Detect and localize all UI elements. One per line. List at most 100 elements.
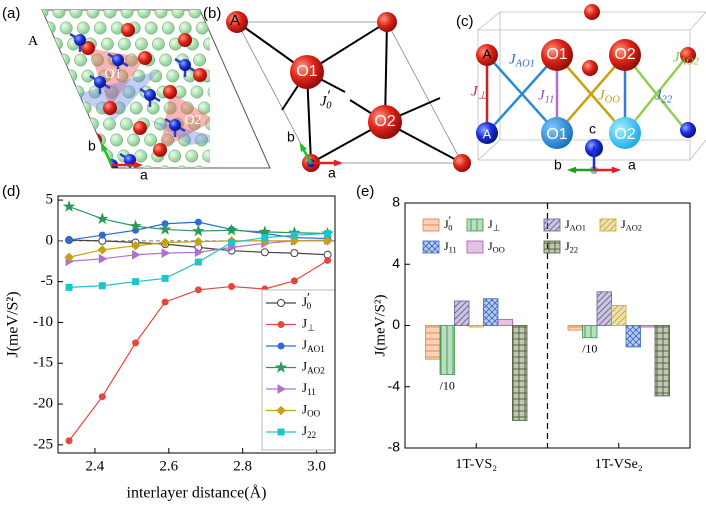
x-tick-label: 1T-VS₂ bbox=[455, 457, 497, 472]
atom-blue bbox=[680, 122, 696, 138]
atom-red bbox=[541, 39, 573, 71]
y-tick-label: -25 bbox=[33, 436, 53, 452]
atom-green bbox=[120, 10, 134, 19]
atom-blue bbox=[124, 154, 136, 166]
atom-green bbox=[288, 150, 300, 162]
y-tick-label: 8 bbox=[392, 194, 400, 210]
atom-green bbox=[247, 22, 259, 34]
atom-green bbox=[229, 134, 241, 146]
atom-green bbox=[220, 150, 232, 162]
x-tick-label: 3.0 bbox=[307, 458, 326, 474]
cell-edge bbox=[477, 139, 501, 161]
atom-blue bbox=[144, 89, 156, 101]
arrow-head bbox=[299, 142, 307, 152]
panel-label: (e) bbox=[356, 183, 374, 200]
atom-green bbox=[178, 21, 192, 35]
atom-green bbox=[151, 37, 165, 51]
legend-label: J⊥ bbox=[488, 217, 500, 233]
x-tick-label: 1T-VSe₂ bbox=[595, 457, 643, 472]
atom-green bbox=[237, 38, 249, 50]
atom-red bbox=[609, 39, 641, 71]
atom-green bbox=[59, 21, 73, 35]
atom-green bbox=[180, 101, 194, 115]
atom-green bbox=[210, 54, 222, 66]
marker bbox=[258, 225, 272, 238]
marker bbox=[260, 248, 269, 257]
atom-green bbox=[148, 0, 160, 2]
arrow-head bbox=[567, 166, 577, 174]
axis-label: c bbox=[589, 121, 596, 137]
atom-green bbox=[61, 101, 75, 115]
atom-green bbox=[42, 10, 49, 19]
marker bbox=[277, 428, 285, 436]
atom-green bbox=[57, 53, 71, 67]
atom-green bbox=[199, 0, 211, 2]
legend-label: JAO2 bbox=[621, 217, 642, 233]
coupling-label: J11 bbox=[538, 87, 554, 105]
atom-green bbox=[73, 165, 87, 168]
marker bbox=[290, 277, 298, 285]
bar bbox=[454, 300, 470, 326]
atom-green bbox=[80, 0, 92, 2]
bond bbox=[49, 72, 61, 82]
atom-green bbox=[227, 54, 239, 66]
panel-label: (d) bbox=[2, 183, 20, 200]
marker bbox=[130, 241, 141, 251]
coupling-label: J⊥ bbox=[471, 83, 487, 101]
legend-swatch bbox=[466, 240, 484, 254]
site-label: A bbox=[483, 46, 492, 61]
atom-green bbox=[261, 54, 273, 66]
atom-green bbox=[97, 0, 109, 2]
atom-green bbox=[276, 86, 288, 98]
marker bbox=[290, 249, 299, 258]
atom-green bbox=[300, 102, 312, 114]
marker bbox=[277, 321, 285, 328]
site-label: O2 bbox=[614, 46, 635, 63]
atom-green bbox=[125, 53, 139, 67]
atom-green bbox=[91, 53, 105, 67]
atom-green bbox=[212, 134, 224, 146]
site-label: O1 bbox=[546, 126, 567, 143]
atom-green bbox=[213, 22, 225, 34]
marker bbox=[192, 224, 205, 237]
annotation: /10 bbox=[440, 378, 455, 392]
atom-green bbox=[171, 10, 185, 19]
marker bbox=[228, 239, 236, 247]
atom-red bbox=[133, 121, 147, 135]
atom-green bbox=[129, 101, 143, 115]
atom-green bbox=[233, 0, 245, 2]
atom-green bbox=[103, 10, 117, 19]
atom-red bbox=[178, 33, 192, 47]
atom-green bbox=[178, 133, 192, 147]
atom-green bbox=[159, 53, 173, 67]
site-label: O1 bbox=[104, 67, 121, 82]
marker bbox=[277, 299, 285, 307]
marker bbox=[65, 283, 73, 291]
bond bbox=[59, 78, 71, 88]
atom-green bbox=[102, 117, 116, 131]
marker bbox=[225, 223, 238, 236]
atom-green bbox=[271, 150, 283, 162]
atom-green bbox=[137, 10, 151, 19]
bar bbox=[497, 318, 513, 326]
atom-green bbox=[132, 69, 146, 83]
marker bbox=[289, 236, 300, 246]
atom-green bbox=[68, 117, 82, 131]
atom-red bbox=[453, 154, 471, 172]
panel-label: (b) bbox=[203, 5, 221, 22]
y-axis-label: J(meV/S²) bbox=[372, 295, 388, 357]
marker bbox=[194, 258, 202, 266]
atom-green bbox=[66, 149, 80, 163]
atom-green bbox=[105, 85, 119, 99]
atom-green bbox=[134, 149, 148, 163]
marker bbox=[228, 283, 236, 291]
marker bbox=[193, 236, 204, 247]
atom-green bbox=[46, 0, 58, 2]
atom-green bbox=[59, 133, 73, 147]
marker bbox=[290, 231, 298, 239]
atom-green bbox=[42, 69, 44, 83]
atom-red bbox=[368, 105, 402, 139]
atom-green bbox=[154, 10, 168, 19]
